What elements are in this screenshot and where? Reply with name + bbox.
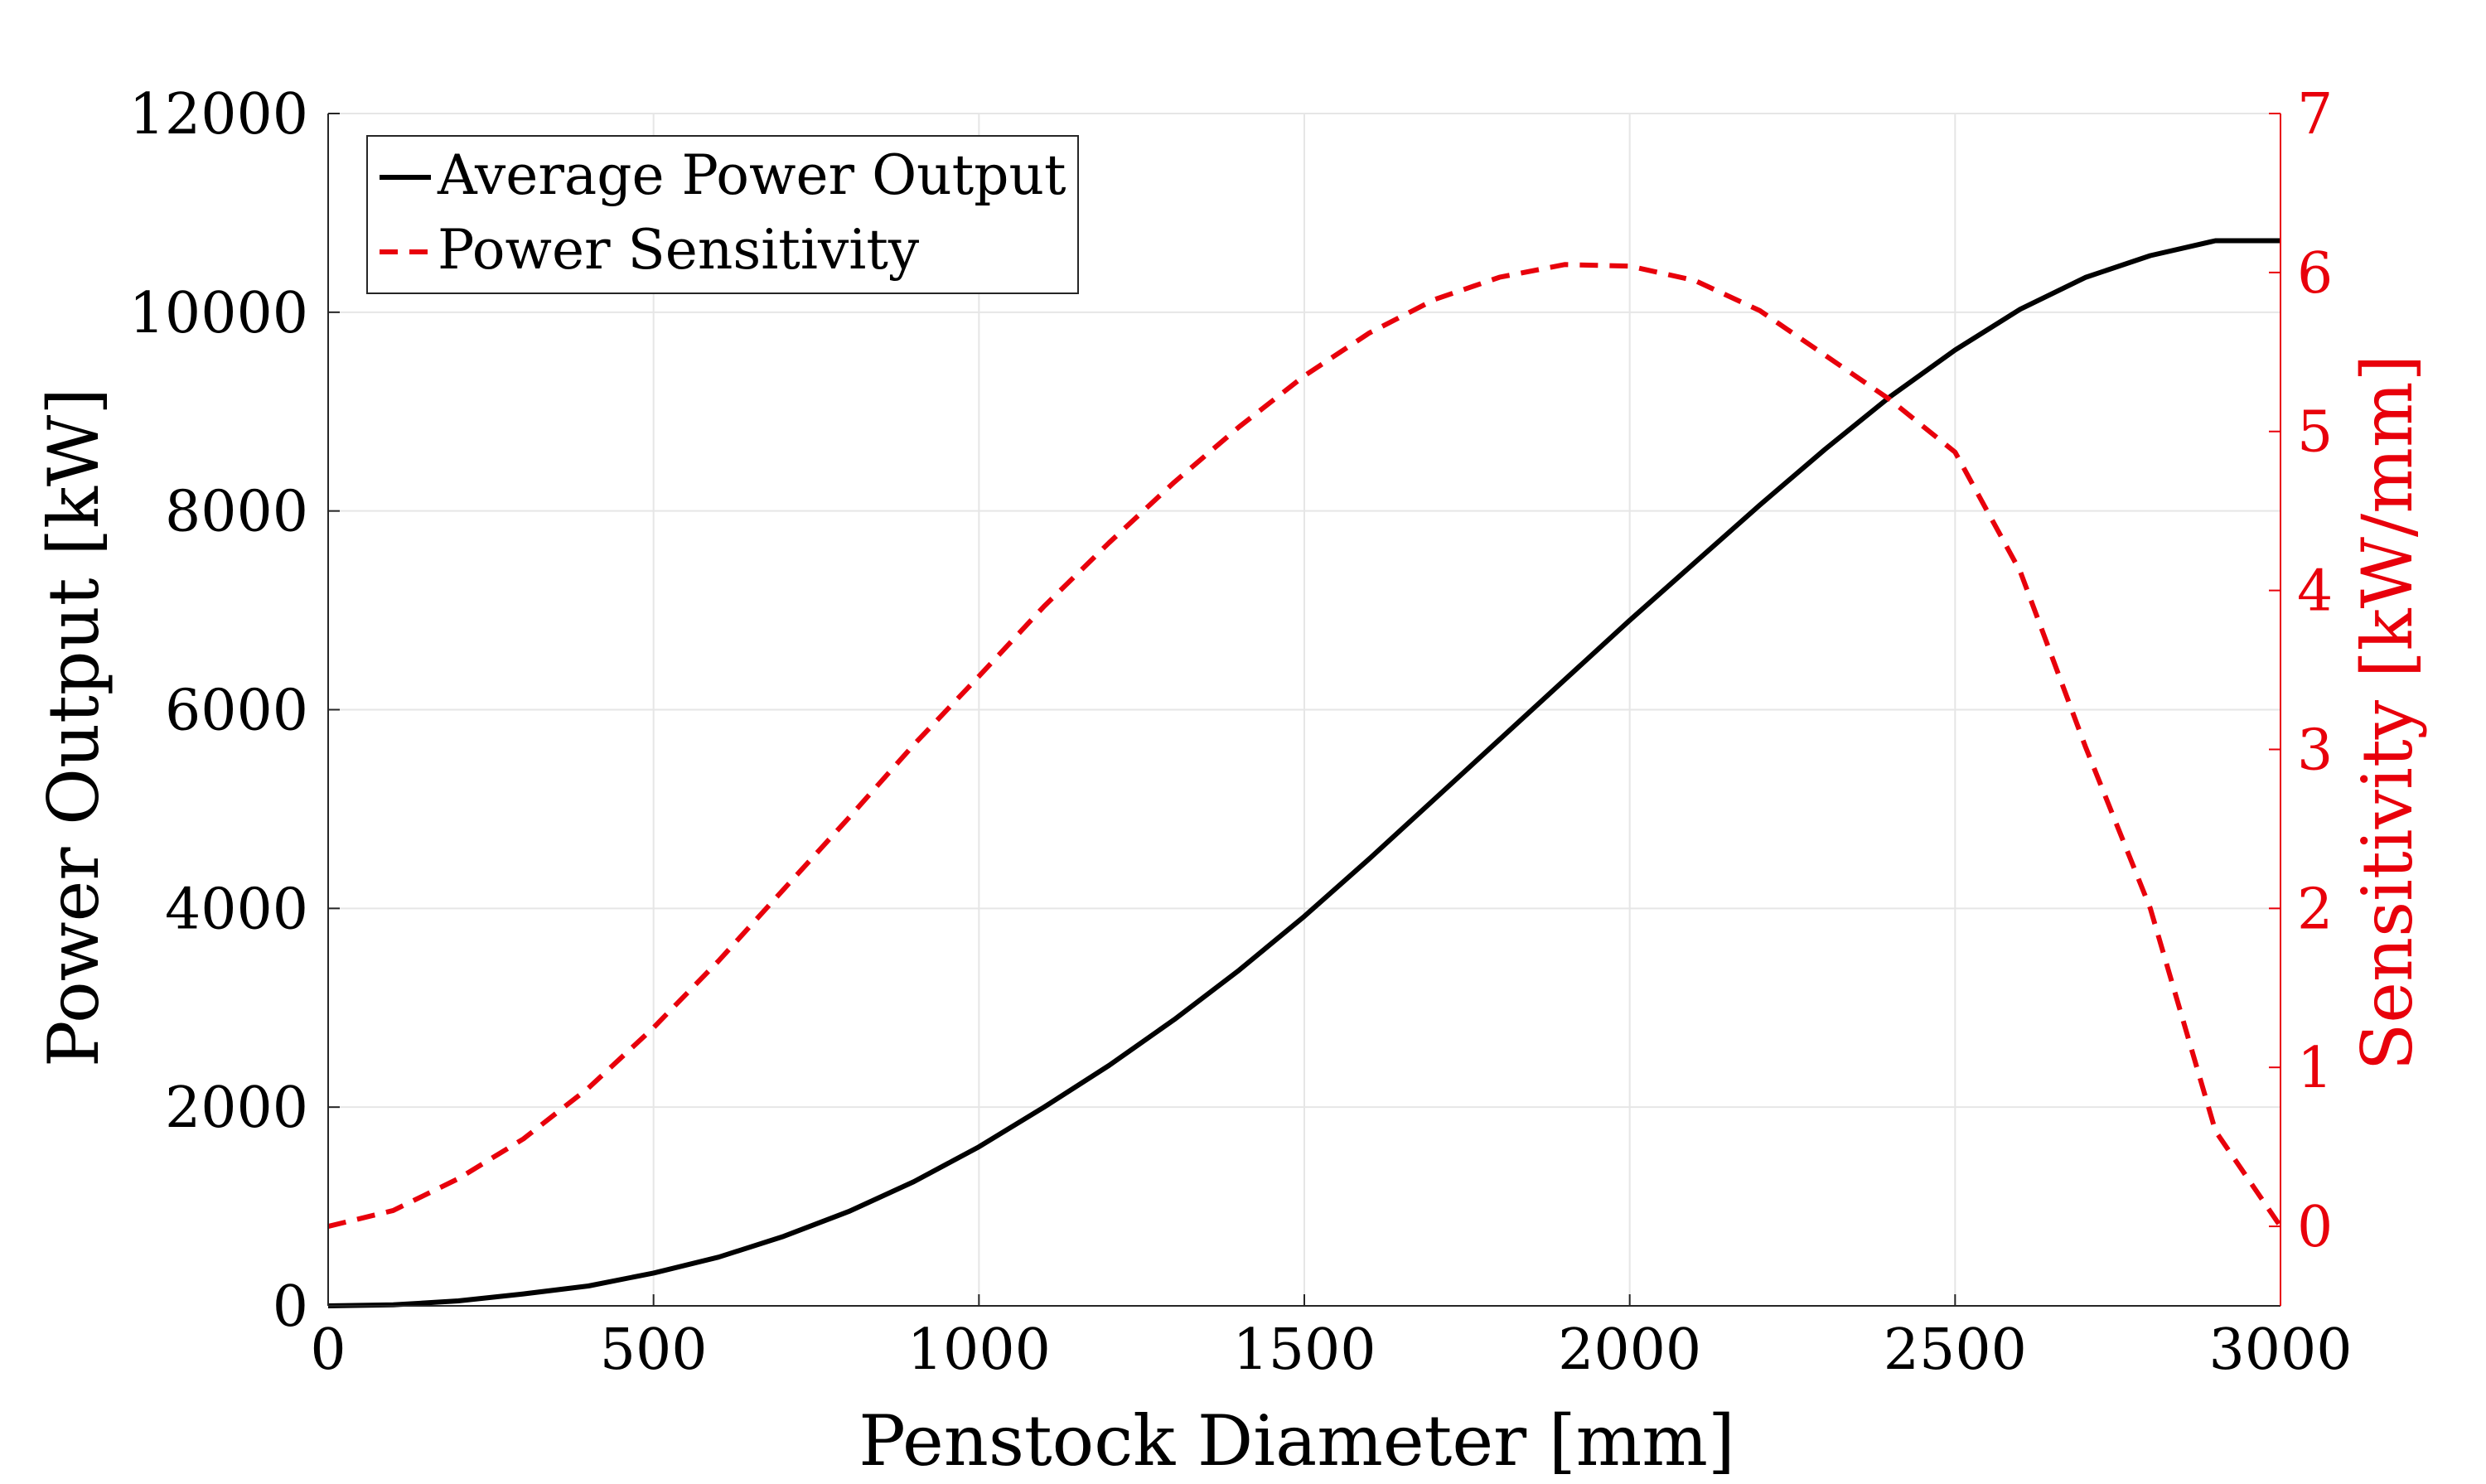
right-y-tick-label: 7 (2297, 82, 2333, 147)
left-y-tick-label: 10000 (129, 281, 308, 346)
right-y-tick-label: 0 (2297, 1195, 2333, 1260)
x-tick-labels: 0 500 1000 1500 2000 2500 3000 (310, 1317, 2352, 1383)
series-line-average-power-output (327, 238, 2280, 1308)
left-y-tick-label: 2000 (165, 1076, 308, 1141)
left-y-tick-label: 6000 (165, 679, 308, 744)
x-tick-label: 500 (600, 1317, 708, 1383)
left-y-tick-label: 0 (273, 1274, 308, 1340)
right-y-tick-label: 6 (2297, 241, 2333, 307)
x-tick-label: 1000 (907, 1317, 1051, 1383)
right-y-tick-label: 2 (2297, 877, 2333, 942)
legend: Average Power Output Power Sensitivity (366, 135, 1079, 294)
left-y-tick-labels: 0 2000 4000 6000 8000 10000 12000 (129, 82, 308, 1340)
legend-label-power: Average Power Output (437, 143, 1066, 207)
left-y-tick-label: 12000 (129, 82, 308, 147)
legend-box (366, 135, 1079, 294)
x-tick-label: 2500 (1884, 1317, 2027, 1383)
legend-label-sensitivity: Power Sensitivity (438, 218, 920, 282)
left-y-tick-label: 8000 (165, 480, 308, 545)
left-y-axis-title: Power Output [kW] (33, 388, 114, 1067)
right-y-axis-title: Sensitivity [kW/mm] (2347, 355, 2428, 1071)
x-tick-label: 1500 (1232, 1317, 1376, 1383)
right-y-tick-label: 5 (2297, 400, 2333, 466)
x-axis-title: Penstock Diameter [mm] (858, 1400, 1734, 1482)
right-y-tick-label: 4 (2297, 559, 2333, 625)
right-y-tick-labels: 0 1 2 3 4 5 6 7 (2297, 82, 2333, 1260)
axes (327, 113, 2281, 1307)
left-y-tick-label: 4000 (165, 877, 308, 942)
grid-lines (327, 113, 2281, 1307)
right-y-tick-label: 1 (2297, 1036, 2333, 1101)
series-layer (327, 238, 2283, 1308)
x-tick-label: 2000 (1558, 1317, 1701, 1383)
x-tick-label: 3000 (2208, 1317, 2352, 1383)
x-tick-label: 0 (310, 1317, 346, 1383)
series-line-power-sensitivity (327, 262, 2283, 1230)
right-y-tick-label: 3 (2297, 718, 2333, 783)
